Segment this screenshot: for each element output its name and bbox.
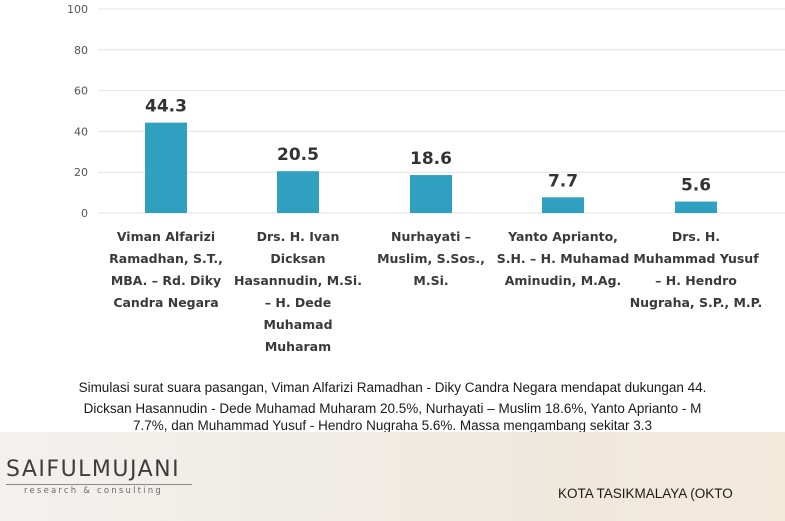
x-category-label: Viman Alfarizi Ramadhan, S.T., MBA. – Rd. … (97, 226, 235, 314)
bar-chart: 0 20 40 60 80 100 44.3 20.5 18.6 7.7 5.6 (67, 3, 785, 220)
caption-line-2: Dicksan Hasannudin - Dede Muhamad Muhara… (83, 401, 702, 416)
bar-value-label: 20.5 (277, 145, 319, 165)
x-category-label-line: – H. Dede (264, 295, 332, 310)
x-category-label-line: Muhammad Yusuf (633, 251, 759, 266)
x-category-label-line: S.H. – H. Muhamad (496, 251, 630, 266)
x-category-label: Drs. H. Muhammad Yusuf – H. Hendro Nugraha,… (627, 226, 765, 314)
logo-text: SAIFULMUJANI (6, 457, 181, 482)
bar (675, 201, 717, 213)
x-category-label: Nurhayati – Muslim, S.Sos., M.Si. (362, 226, 500, 292)
bar (410, 175, 452, 213)
x-category-label-line: Dicksan (270, 251, 326, 266)
x-category-label-line: – H. Hendro (655, 273, 737, 288)
logo-subtitle: research & consulting (24, 486, 163, 496)
x-category-label-line: Hasannudin, M.Si. (234, 273, 362, 288)
footer-band (0, 432, 785, 521)
bar (277, 171, 319, 213)
x-category-label-line: Ramadhan, S.T., (109, 251, 223, 266)
y-tick-label: 40 (74, 125, 88, 138)
y-tick-label: 100 (67, 3, 88, 16)
x-category-label-line: Drs. H. Ivan (256, 229, 340, 244)
y-tick-label: 80 (74, 44, 88, 57)
x-category-label-line: Yanto Aprianto, (508, 229, 618, 244)
x-category-label-line: Nurhayati – (391, 229, 471, 244)
caption-line-1: Simulasi surat suara pasangan, Viman Alf… (78, 380, 707, 395)
x-category-label-line: M.Si. (413, 273, 449, 288)
bar (145, 122, 187, 213)
bar-value-label: 44.3 (145, 97, 187, 117)
x-category-label-line: MBA. – Rd. Diky (110, 273, 222, 288)
y-tick-label: 20 (74, 166, 88, 179)
x-category-label-line: Drs. H. (671, 229, 721, 244)
city-label: KOTA TASIKMALAYA (OKTO (558, 486, 733, 501)
x-category-label-line: Muharam (264, 339, 332, 354)
x-category-label-line: Muhamad (263, 317, 333, 332)
bar-value-label: 5.6 (681, 176, 711, 196)
x-category-label-line: Candra Negara (113, 295, 219, 310)
bar (542, 197, 584, 213)
bar-value-label: 7.7 (548, 171, 578, 191)
caption-line-3: 7.7%, dan Muhammad Yusuf - Hendro Nugrah… (132, 418, 653, 433)
x-category-label-line: Aminudin, M.Ag. (504, 273, 622, 288)
x-category-label-line: Nugraha, S.P., M.P. (629, 295, 763, 310)
y-tick-label: 0 (81, 207, 88, 220)
y-tick-label: 60 (74, 85, 88, 98)
x-category-label-line: Viman Alfarizi (116, 229, 216, 244)
bar-value-label: 18.6 (410, 149, 452, 169)
x-category-label: Yanto Aprianto, S.H. – H. Muhamad Aminudin… (494, 226, 632, 292)
x-category-label-line: Muslim, S.Sos., (377, 251, 485, 266)
x-category-label: Drs. H. Ivan Dicksan Hasannudin, M.Si. – H.… (229, 226, 367, 358)
logo-divider (6, 484, 192, 485)
